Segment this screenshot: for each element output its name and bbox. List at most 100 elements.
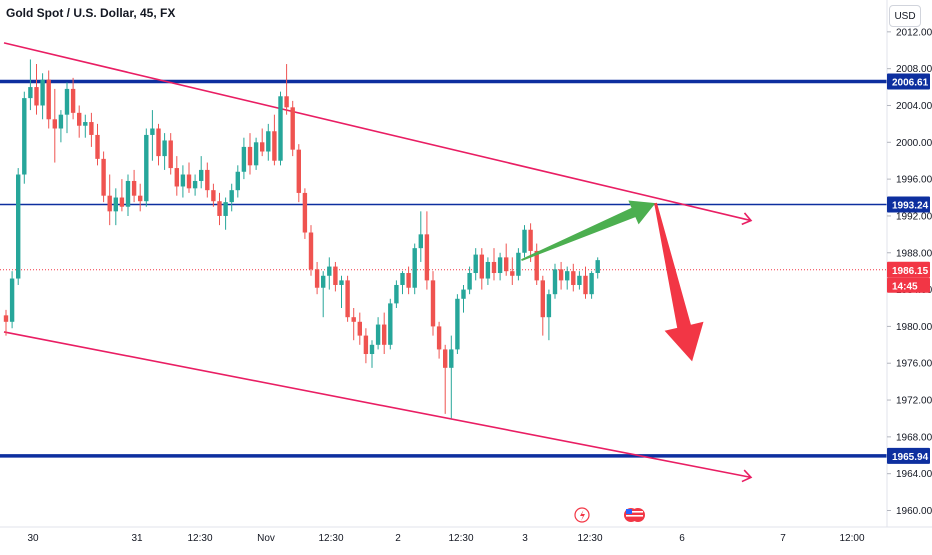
candle-body[interactable] bbox=[528, 229, 533, 251]
candle-body[interactable] bbox=[138, 195, 143, 202]
candle-body[interactable] bbox=[229, 190, 234, 203]
candle-body[interactable] bbox=[455, 298, 460, 350]
candle-body[interactable] bbox=[339, 280, 344, 285]
candle-body[interactable] bbox=[296, 149, 301, 193]
candle-body[interactable] bbox=[9, 278, 15, 322]
candle-body[interactable] bbox=[394, 284, 399, 304]
candle-body[interactable] bbox=[400, 273, 405, 285]
candle-body[interactable] bbox=[162, 140, 167, 157]
candle-body[interactable] bbox=[40, 79, 45, 106]
candle-body[interactable] bbox=[418, 234, 423, 249]
candle-body[interactable] bbox=[131, 180, 137, 196]
candle-body[interactable] bbox=[363, 335, 369, 355]
candle-body[interactable] bbox=[406, 273, 411, 288]
candle-body[interactable] bbox=[119, 197, 125, 207]
candle-body[interactable] bbox=[266, 131, 271, 152]
candle-body[interactable] bbox=[479, 254, 484, 279]
candle-body[interactable] bbox=[70, 88, 76, 113]
candle-body[interactable] bbox=[461, 289, 466, 299]
candle-body[interactable] bbox=[412, 248, 417, 288]
candle-body[interactable] bbox=[327, 266, 332, 276]
candle-body[interactable] bbox=[272, 131, 277, 161]
candle-body[interactable] bbox=[16, 174, 21, 279]
candle-body[interactable] bbox=[473, 254, 478, 274]
candle-body[interactable] bbox=[77, 112, 82, 126]
candle-body[interactable] bbox=[241, 146, 247, 172]
candle-body[interactable] bbox=[314, 269, 320, 288]
candle-body[interactable] bbox=[168, 140, 173, 169]
candle-body[interactable] bbox=[357, 321, 362, 336]
candle-body[interactable] bbox=[125, 180, 131, 207]
candle-body[interactable] bbox=[436, 326, 442, 350]
candle-body[interactable] bbox=[156, 128, 161, 157]
candle-body[interactable] bbox=[375, 324, 381, 345]
candle-body[interactable] bbox=[3, 315, 9, 322]
candle-body[interactable] bbox=[22, 98, 27, 175]
candle-body[interactable] bbox=[302, 192, 308, 233]
candle-body[interactable] bbox=[516, 252, 521, 276]
candle-body[interactable] bbox=[497, 257, 503, 274]
candle-body[interactable] bbox=[28, 87, 33, 99]
candle-body[interactable] bbox=[186, 174, 192, 189]
candle-body[interactable] bbox=[211, 190, 216, 202]
candle-body[interactable] bbox=[522, 229, 527, 253]
candle-body[interactable] bbox=[333, 266, 338, 285]
candle-body[interactable] bbox=[223, 202, 228, 216]
candle-body[interactable] bbox=[235, 171, 240, 191]
candle-body[interactable] bbox=[558, 269, 564, 281]
candle-body[interactable] bbox=[382, 324, 387, 345]
candle-body[interactable] bbox=[552, 269, 558, 295]
candle-body[interactable] bbox=[217, 201, 222, 216]
candle-body[interactable] bbox=[504, 257, 509, 272]
candle-body[interactable] bbox=[546, 294, 552, 318]
candle-body[interactable] bbox=[430, 280, 436, 327]
candle-body[interactable] bbox=[565, 271, 570, 281]
candle-body[interactable] bbox=[308, 232, 314, 270]
candle-body[interactable] bbox=[95, 134, 100, 159]
candle-body[interactable] bbox=[443, 349, 448, 368]
candle-body[interactable] bbox=[345, 280, 350, 318]
currency-button[interactable]: USD bbox=[889, 5, 921, 27]
candle-body[interactable] bbox=[253, 142, 259, 166]
candle-body[interactable] bbox=[199, 169, 204, 181]
candle-body[interactable] bbox=[247, 146, 253, 166]
candle-body[interactable] bbox=[351, 317, 356, 322]
candle-body[interactable] bbox=[388, 303, 393, 345]
candle-body[interactable] bbox=[34, 87, 39, 106]
candle-body[interactable] bbox=[540, 280, 545, 318]
candle-body[interactable] bbox=[485, 261, 491, 279]
candle-body[interactable] bbox=[101, 158, 106, 196]
candle-body[interactable] bbox=[144, 134, 149, 202]
candle-body[interactable] bbox=[64, 88, 70, 115]
candle-body[interactable] bbox=[321, 275, 326, 288]
candle-body[interactable] bbox=[424, 234, 430, 281]
candle-body[interactable] bbox=[107, 195, 112, 212]
up-projection-arrow-icon[interactable] bbox=[521, 200, 656, 262]
candle-body[interactable] bbox=[260, 142, 265, 152]
down-projection-arrow-icon[interactable] bbox=[654, 202, 704, 362]
trend-line[interactable] bbox=[3, 42, 752, 222]
candle-body[interactable] bbox=[52, 119, 57, 129]
candle-body[interactable] bbox=[491, 261, 497, 274]
candle-body[interactable] bbox=[83, 122, 88, 126]
candle-body[interactable] bbox=[58, 114, 64, 129]
candle-body[interactable] bbox=[284, 96, 289, 108]
candle-body[interactable] bbox=[192, 180, 198, 189]
candle-body[interactable] bbox=[571, 271, 576, 285]
candle-body[interactable] bbox=[174, 168, 179, 187]
candle-body[interactable] bbox=[583, 275, 588, 295]
candle-body[interactable] bbox=[369, 344, 375, 355]
candle-body[interactable] bbox=[577, 275, 582, 285]
candle-body[interactable] bbox=[510, 271, 515, 276]
candle-body[interactable] bbox=[467, 273, 472, 290]
candle-body[interactable] bbox=[290, 107, 295, 150]
candle-body[interactable] bbox=[46, 79, 51, 120]
candle-body[interactable] bbox=[449, 349, 454, 368]
candle-body[interactable] bbox=[205, 169, 210, 191]
candle-body[interactable] bbox=[589, 273, 594, 295]
candle-body[interactable] bbox=[278, 96, 283, 161]
candle-body[interactable] bbox=[89, 122, 94, 135]
candle-body[interactable] bbox=[534, 250, 539, 281]
candle-body[interactable] bbox=[180, 174, 186, 187]
